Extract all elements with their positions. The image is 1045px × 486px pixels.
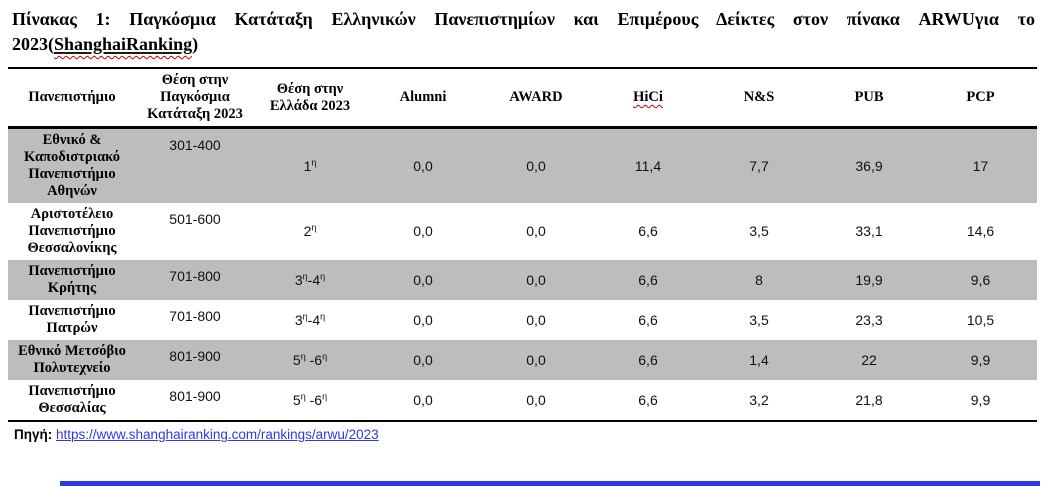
cell-value: 0,0 [413,271,433,288]
cell-value: 0,0 [413,311,433,328]
page-title: Πίνακας 1: Παγκόσμια Κατάταξη Ελληνικών … [0,0,1045,57]
cell-value: 9,9 [970,351,991,368]
column-header: Alumni [399,89,447,105]
cell-value: 3,2 [749,391,769,408]
cell-value: 801-900 [169,388,221,404]
table-row: Εθνικό Μετσόβιο Πολυτεχνείο 801-900 5η -6η… [8,340,1037,380]
cell-value: 5η -6η [292,350,328,368]
cell-value: 14,6 [966,223,995,239]
table-row: Εθνικό & Καποδιστριακό Πανεπιστήμιο Αθην… [8,127,1037,203]
cell-value: 701-800 [169,308,221,324]
table-row: Αριστοτέλειο Πανεπιστήμιο Θεσσαλονίκης 50… [8,203,1037,260]
cell-value: 3,5 [749,311,769,328]
cell-university: Εθνικό & Καποδιστριακό Πανεπιστήμιο Αθην… [23,132,121,199]
title-suffix: ) [192,34,199,54]
cell-value: 36,9 [855,157,883,174]
cell-value: 0,0 [526,157,546,174]
column-header: Πανεπιστήμιο [28,89,116,105]
cell-university: Εθνικό Μετσόβιο Πολυτεχνείο [18,343,126,376]
column-header: Θέση στην Παγκόσμια Κατάταξη 2023 [147,72,243,122]
cell-university: Πανεπιστήμιο Πατρών [28,303,116,336]
table-row: Πανεπιστήμιο Θεσσαλίας 801-900 5η -6η 0,0 0,… [8,380,1037,421]
cell-value: 0,0 [526,351,546,368]
source-label: Πηγή: [14,427,53,442]
cell-value: 801-900 [169,348,221,364]
cell-value: 0,0 [413,223,433,239]
cell-value: 301-400 [169,137,221,153]
column-header: HiCi [633,89,663,105]
cell-value: 33,1 [855,223,883,239]
cell-value: 17 [972,157,989,174]
cell-value: 6,6 [638,391,658,408]
cell-value: 0,0 [413,157,433,174]
cell-value: 2η [303,222,317,239]
cell-value: 21,8 [855,391,883,408]
cell-university: Αριστοτέλειο Πανεπιστήμιο Θεσσαλονίκης [27,206,117,256]
source-line: Πηγή: https://www.shanghairanking.com/ra… [0,422,1045,442]
table-row: Πανεπιστήμιο Κρήτης 701-800 3η-4η 0,0 0,0 6,6… [8,260,1037,300]
title-line-1: Πίνακας 1: Παγκόσμια Κατάταξη Ελληνικών … [12,9,1035,29]
cell-university: Πανεπιστήμιο Θεσσαλίας [28,383,116,416]
cell-value: 6,6 [638,271,658,288]
cell-value: 501-600 [169,211,221,227]
cell-value: 6,6 [638,223,658,239]
cell-value: 0,0 [413,351,433,368]
cell-value: 3η-4η [294,310,326,328]
column-header: PUB [854,89,884,105]
cell-value: 23,3 [855,311,883,328]
cell-value: 0,0 [526,391,546,408]
cell-value: 0,0 [526,311,546,328]
cell-value: 7,7 [749,157,769,174]
cell-value: 10,5 [966,311,995,328]
cell-university: Πανεπιστήμιο Κρήτης [28,263,116,296]
ranking-table: Πανεπιστήμιο Θέση στην Παγκόσμια Κατάταξη… [8,67,1037,422]
cell-value: 19,9 [855,271,883,288]
column-header: Θέση στην Ελλάδα 2023 [269,80,351,114]
cell-value: 5η -6η [292,390,328,408]
cell-value: 9,6 [970,271,991,288]
partial-hyperlink-bar[interactable] [60,481,1040,486]
cell-value: 22 [861,351,877,368]
table-row: Πανεπιστήμιο Πατρών 701-800 3η-4η 0,0 0,0 6,6… [8,300,1037,340]
cell-value: 6,6 [638,311,658,328]
cell-value: 0,0 [526,271,546,288]
column-header: PCP [966,89,995,105]
cell-value: 1η [303,156,317,174]
cell-value: 3η-4η [294,270,326,288]
table-body: Εθνικό & Καποδιστριακό Πανεπιστήμιο Αθην… [8,127,1037,422]
cell-value: 6,6 [638,351,658,368]
cell-value: 0,0 [526,223,546,239]
misspelled-word: ShanghaiRanking [54,34,193,54]
column-header: AWARD [509,89,563,105]
cell-value: 0,0 [413,391,433,408]
cell-value: 3,5 [749,223,769,239]
cell-value: 701-800 [169,268,221,284]
title-year-prefix: 2023( [12,34,54,54]
cell-value: 1,4 [749,351,769,368]
cell-value: 8 [755,271,763,288]
cell-value: 11,4 [634,157,662,174]
cell-value: 9,9 [970,391,991,408]
title-line-2: 2023(ShanghaiRanking) [12,32,1035,57]
header-row: Πανεπιστήμιο Θέση στην Παγκόσμια Κατάταξη… [8,68,1037,128]
column-header: N&S [743,89,775,105]
source-link[interactable]: https://www.shanghairanking.com/rankings… [56,427,379,442]
